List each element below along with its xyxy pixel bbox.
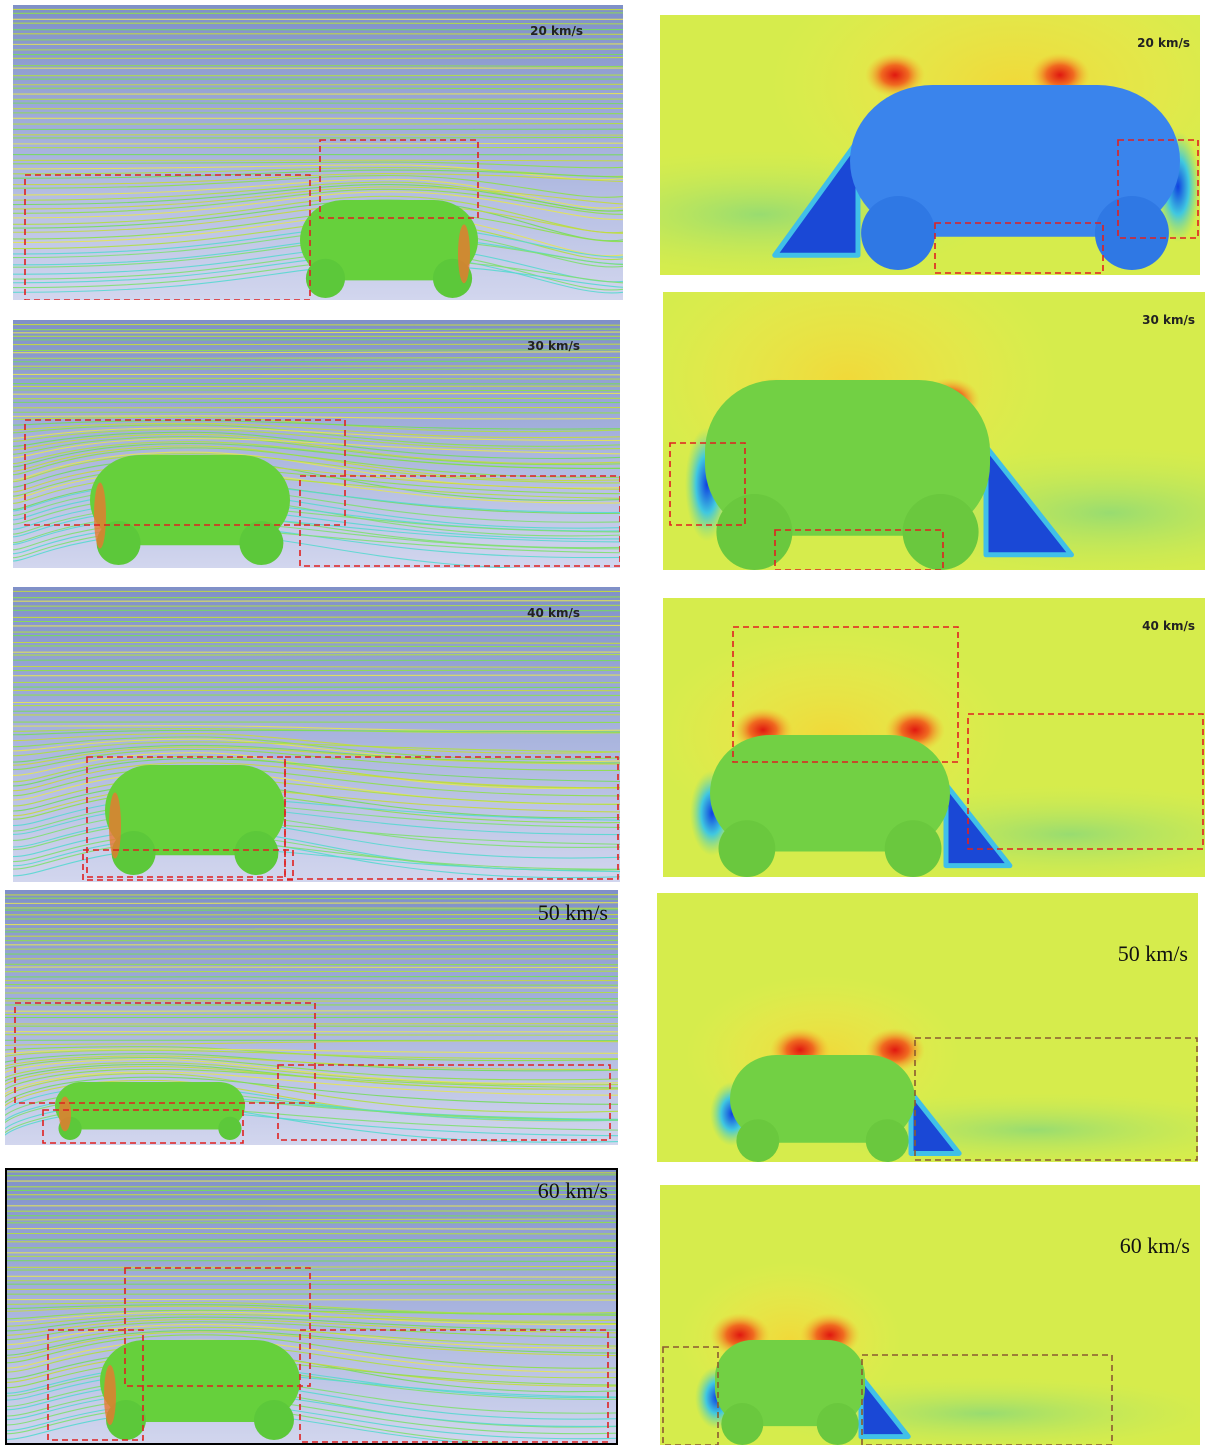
streamline bbox=[13, 93, 623, 94]
streamline bbox=[13, 369, 620, 370]
streamline bbox=[5, 1233, 618, 1234]
pressure-panel: 40 km/s bbox=[650, 598, 1206, 884]
vehicle-wheel bbox=[736, 1119, 779, 1162]
streamline bbox=[13, 654, 620, 655]
streamline-panel: 30 km/s bbox=[13, 320, 620, 569]
vehicle-wheel bbox=[1095, 196, 1169, 270]
streamline bbox=[4, 918, 618, 919]
streamline bbox=[4, 976, 618, 977]
speed-label: 50 km/s bbox=[538, 900, 608, 925]
stagnation-spot bbox=[458, 225, 470, 284]
vehicle-wheel bbox=[817, 1403, 859, 1445]
vehicle-wheel bbox=[866, 1119, 909, 1162]
panel-background bbox=[13, 587, 620, 882]
vehicle-wheel bbox=[218, 1117, 241, 1140]
vehicle-wheel bbox=[903, 494, 979, 570]
stagnation-spot bbox=[94, 483, 106, 549]
streamline-panel: 40 km/s bbox=[13, 587, 620, 882]
streamline bbox=[13, 722, 620, 723]
streamline bbox=[13, 123, 623, 124]
speed-label: 40 km/s bbox=[1142, 619, 1195, 633]
streamline bbox=[4, 971, 618, 972]
pressure-panel: 50 km/s bbox=[657, 893, 1206, 1167]
streamline bbox=[5, 1280, 618, 1281]
pressure-panel: 60 km/s bbox=[660, 1185, 1206, 1446]
pressure-panel: 30 km/s bbox=[634, 238, 1206, 580]
vehicle-wheel bbox=[861, 196, 935, 270]
speed-label: 20 km/s bbox=[530, 24, 583, 38]
vehicle-wheel bbox=[716, 494, 792, 570]
streamline bbox=[13, 103, 623, 104]
streamline-panel: 60 km/s bbox=[5, 1168, 618, 1446]
vehicle-wheel bbox=[306, 259, 345, 298]
streamline bbox=[4, 910, 618, 911]
speed-label: 20 km/s bbox=[1137, 36, 1190, 50]
stagnation-spot bbox=[59, 1097, 71, 1132]
vehicle-wheel bbox=[719, 820, 776, 877]
speed-label: 60 km/s bbox=[1120, 1233, 1190, 1258]
streamline-panel: 20 km/s bbox=[13, 5, 623, 300]
streamline bbox=[13, 44, 623, 45]
speed-label: 30 km/s bbox=[527, 339, 580, 353]
streamline bbox=[4, 1035, 618, 1036]
speed-label: 40 km/s bbox=[527, 606, 580, 620]
streamline bbox=[13, 160, 623, 161]
vehicle-wheel bbox=[234, 831, 278, 875]
vehicle-wheel bbox=[721, 1403, 763, 1445]
streamline-panel: 50 km/s bbox=[4, 890, 618, 1145]
streamline bbox=[5, 1256, 618, 1257]
streamline bbox=[5, 1229, 618, 1230]
streamline bbox=[5, 1300, 618, 1301]
vehicle-wheel bbox=[239, 521, 283, 565]
speed-label: 30 km/s bbox=[1142, 313, 1195, 327]
stagnation-spot bbox=[104, 1365, 116, 1425]
streamline bbox=[13, 13, 623, 14]
streamline bbox=[13, 137, 623, 138]
figure: 20 km/s 30 km/s 40 km/s 50 km/s 60 km/s 20 km… bbox=[0, 0, 1206, 1446]
vehicle-wheel bbox=[254, 1400, 294, 1440]
vehicle-body bbox=[55, 1082, 245, 1130]
vehicle-wheel bbox=[885, 820, 942, 877]
speed-label: 50 km/s bbox=[1118, 941, 1188, 966]
speed-label: 60 km/s bbox=[538, 1178, 608, 1203]
page: 20 km/s 30 km/s 40 km/s 50 km/s 60 km/s 20 km… bbox=[0, 0, 1206, 1446]
stagnation-spot bbox=[109, 793, 121, 859]
streamline bbox=[4, 992, 618, 993]
streamline bbox=[13, 601, 620, 602]
streamline bbox=[13, 625, 620, 626]
